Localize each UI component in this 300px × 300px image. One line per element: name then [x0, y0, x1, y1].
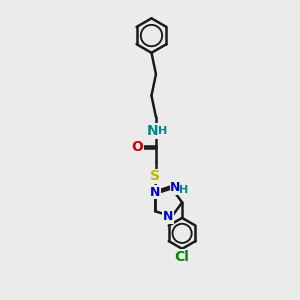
- Text: O: O: [131, 140, 143, 154]
- Text: N: N: [163, 210, 173, 223]
- Text: N: N: [170, 181, 181, 194]
- Text: H: H: [158, 126, 168, 136]
- Text: Cl: Cl: [175, 250, 190, 264]
- Text: N: N: [147, 124, 159, 138]
- Text: H: H: [178, 185, 188, 195]
- Text: S: S: [150, 169, 160, 183]
- Text: N: N: [150, 186, 160, 199]
